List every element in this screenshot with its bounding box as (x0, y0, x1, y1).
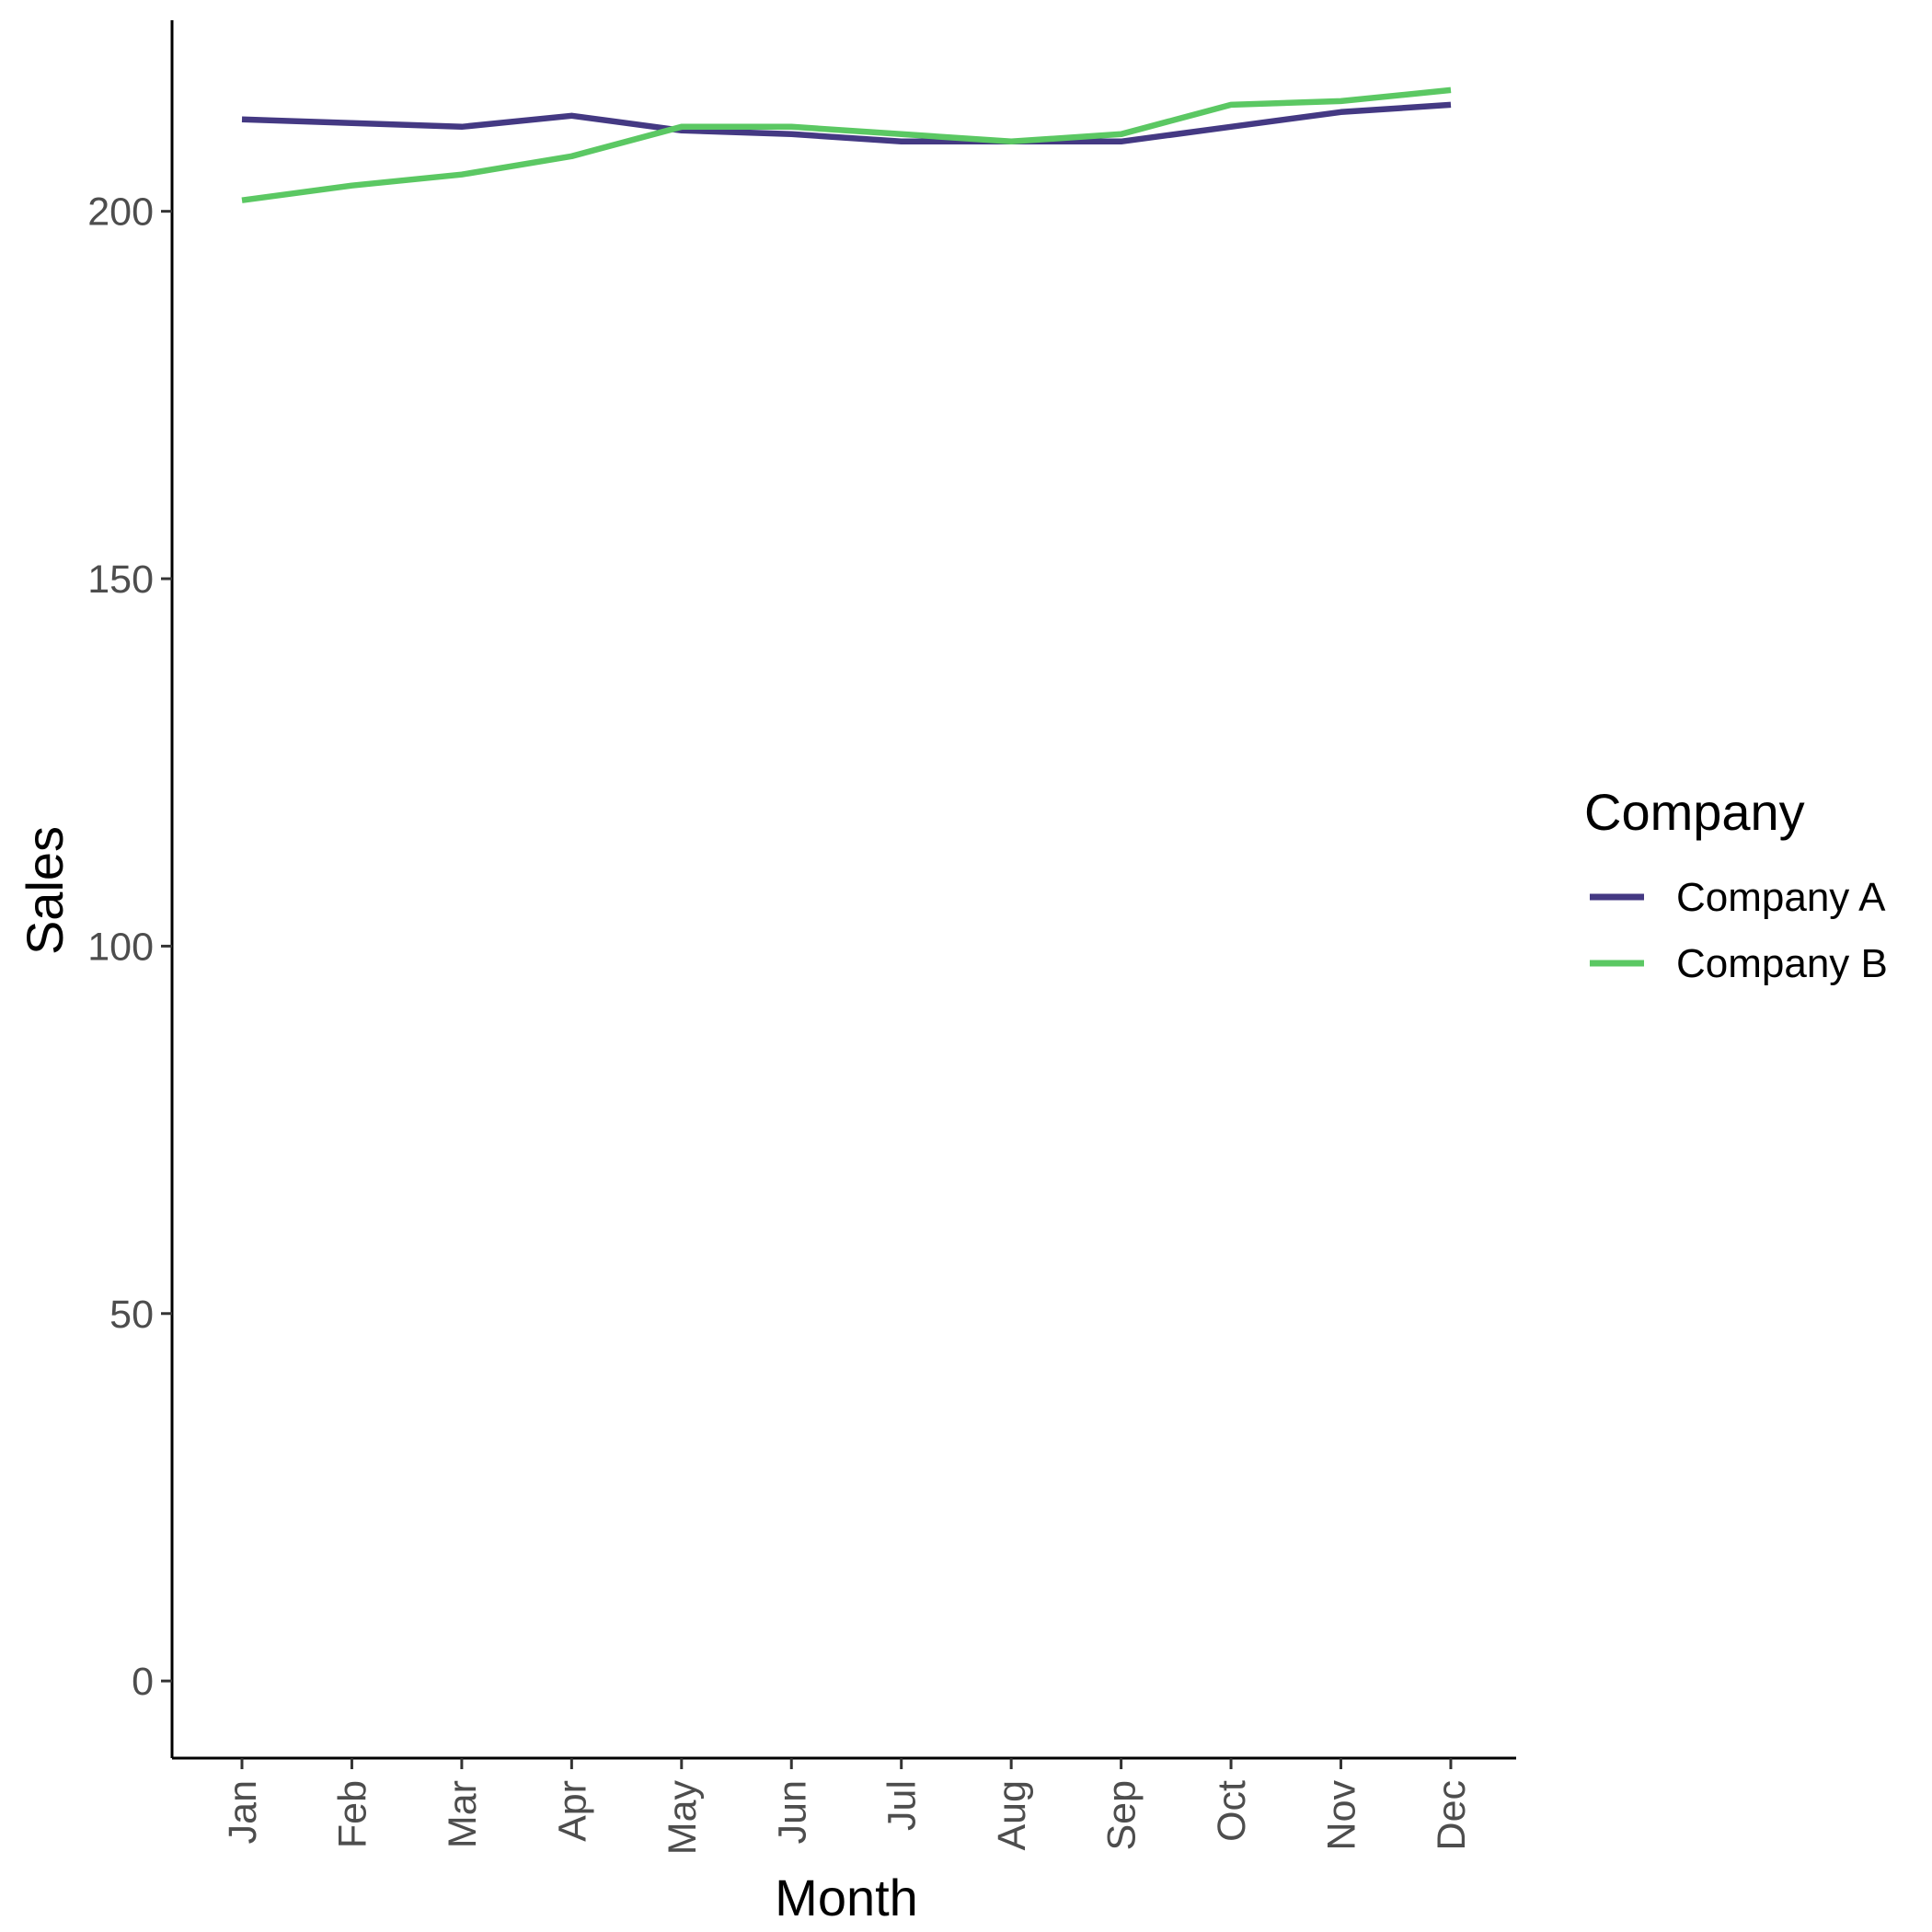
y-tick-label: 50 (109, 1293, 154, 1337)
x-tick-label: Oct (1210, 1780, 1254, 1842)
x-tick-label: Jan (221, 1780, 265, 1844)
x-tick-label: Nov (1320, 1780, 1364, 1851)
x-tick-label: Apr (550, 1780, 594, 1842)
x-tick-label: Aug (990, 1780, 1034, 1851)
y-tick-label: 150 (87, 558, 154, 602)
legend-title: Company (1584, 783, 1805, 841)
legend: Company Company A Company B (1584, 783, 1888, 986)
y-tick-label: 200 (87, 190, 154, 235)
x-tick-label: Mar (441, 1780, 485, 1848)
x-tick-label: Sep (1100, 1780, 1144, 1851)
x-tick-label: Jul (880, 1780, 925, 1831)
x-tick-label: Feb (330, 1780, 374, 1848)
legend-label-company-b: Company B (1676, 941, 1888, 986)
x-tick-label: Dec (1430, 1780, 1474, 1850)
y-axis-title: Sales (16, 826, 74, 955)
axes-layer: 0 50 100 150 200 Jan Feb Mar Apr May Jun Jul Aug Sep O… (87, 20, 1516, 1855)
x-axis-title: Month (775, 1869, 918, 1926)
series-layer (241, 86, 1452, 203)
x-tick-label: Jun (770, 1780, 814, 1844)
y-tick-label: 0 (132, 1660, 154, 1704)
x-tick-label: May (661, 1780, 705, 1856)
series-line-company-a (241, 101, 1452, 145)
series-line-company-b (241, 86, 1452, 203)
legend-label-company-a: Company A (1676, 875, 1886, 920)
y-tick-label: 100 (87, 925, 154, 969)
